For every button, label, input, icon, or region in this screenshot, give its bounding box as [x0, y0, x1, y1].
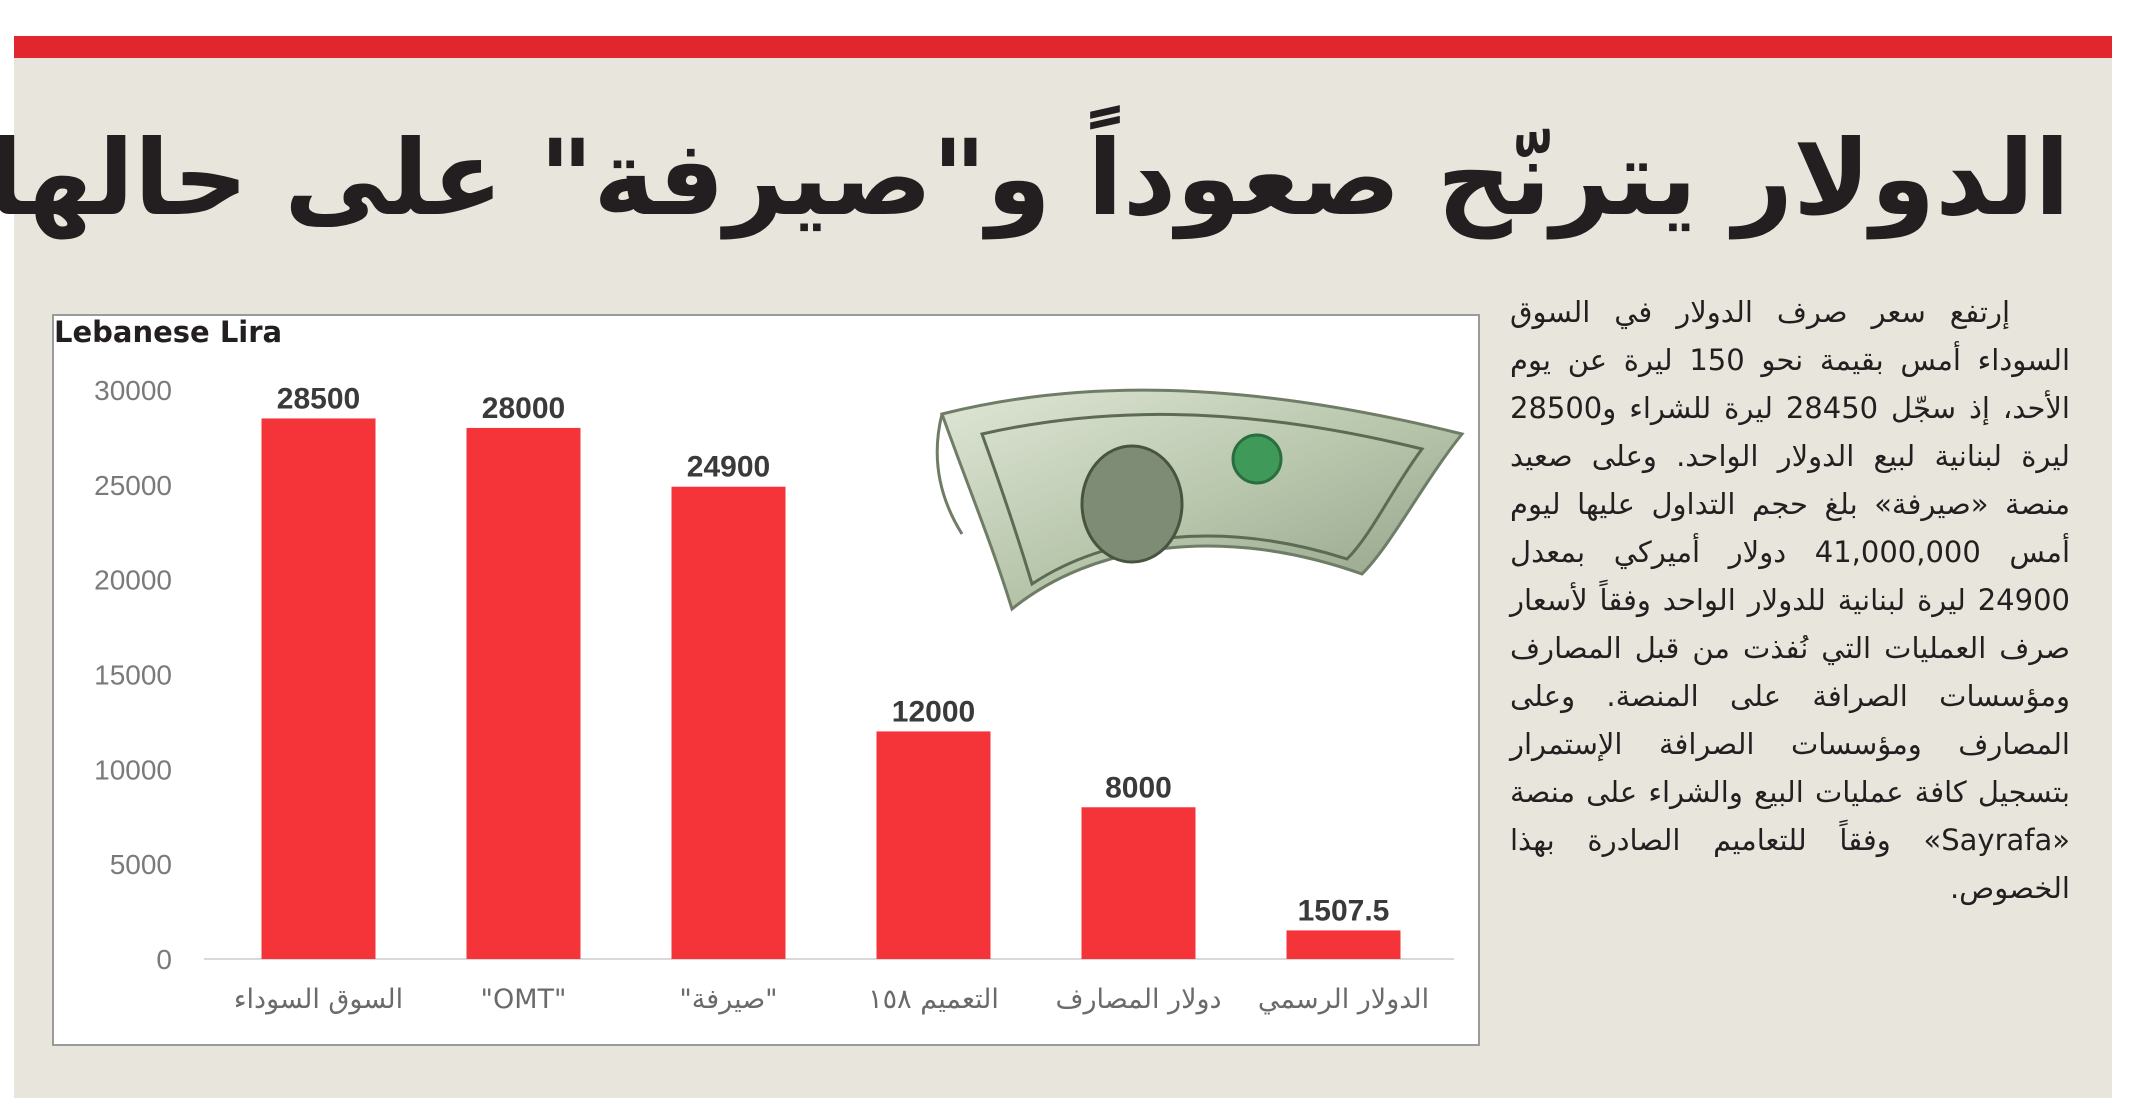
- bar-chart: Lebanese Lira 0 5000 10000 15000 20000 25000 30…: [54, 316, 1454, 1015]
- x-tick-label: التعميم ١٥٨: [868, 984, 999, 1015]
- x-tick-label: الدولار الرسمي: [1258, 984, 1429, 1015]
- bar: [1286, 930, 1401, 959]
- chart-frame: Lebanese Lira 0 5000 10000 15000 20000 25000 30…: [52, 314, 1480, 1046]
- data-label: 1507.5: [1298, 894, 1390, 927]
- y-tick-label: 25000: [94, 470, 172, 501]
- bar: [1081, 807, 1196, 959]
- y-tick-label: 0: [156, 944, 172, 975]
- y-tick-label: 5000: [110, 849, 172, 880]
- x-tick-label: "صيرفة": [679, 984, 777, 1015]
- bar: [466, 427, 581, 959]
- data-label: 12000: [892, 695, 975, 728]
- bar: [876, 731, 991, 959]
- bar: [671, 486, 786, 959]
- data-label: 28500: [277, 382, 360, 415]
- article-body: إرتفع سعر صرف الدولار في السوق السوداء أ…: [1510, 295, 2071, 905]
- y-axis-title: Lebanese Lira: [54, 316, 282, 349]
- dollar-bill-icon: [935, 388, 1465, 612]
- y-tick-label: 10000: [94, 754, 172, 785]
- top-accent-bar: [14, 36, 2112, 58]
- data-label: 28000: [482, 392, 565, 425]
- data-label: 24900: [687, 451, 770, 484]
- x-tick-label: "OMT": [481, 984, 567, 1015]
- x-tick-label: دولار المصارف: [1055, 984, 1221, 1015]
- y-tick-label: 20000: [94, 565, 172, 596]
- x-tick-label: السوق السوداء: [234, 984, 403, 1015]
- y-tick-label: 15000: [94, 660, 172, 691]
- bar: [261, 418, 376, 959]
- y-tick-label: 30000: [94, 375, 172, 406]
- headline: الدولار يترنّح صعوداً و"صيرفة" على حالها: [0, 117, 2070, 239]
- data-label: 8000: [1105, 771, 1172, 804]
